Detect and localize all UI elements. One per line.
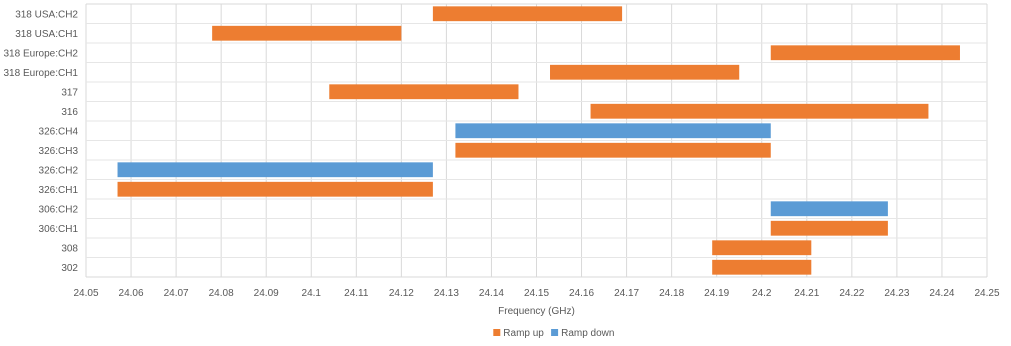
bar-ramp-down [770,201,888,217]
y-category-label: 326:CH4 [39,126,79,137]
x-tick-label: 24.1 [302,288,322,299]
x-tick-label: 24.18 [659,288,684,299]
x-tick-label: 24.25 [974,288,999,299]
x-tick-label: 24.2 [752,288,772,299]
x-tick-label: 24.12 [389,288,414,299]
legend: Ramp up Ramp down [493,328,614,339]
x-tick-label: 24.07 [164,288,189,299]
bar-ramp-up [329,84,519,100]
bar-ramp-up [770,45,960,61]
bar-ramp-up [590,103,929,119]
grid-lines [85,3,988,278]
y-category-label: 318 Europe:CH1 [4,68,79,79]
x-tick-label: 24.15 [524,288,549,299]
bar-ramp-up [770,220,888,236]
bar-ramp-up [712,259,812,275]
bar-ramp-down [455,123,771,139]
y-category-label: 318 Europe:CH2 [4,48,79,59]
x-tick-label: 24.05 [73,288,98,299]
x-tick-label: 24.21 [794,288,819,299]
x-tick-label: 24.17 [614,288,639,299]
bar-ramp-up [455,142,771,158]
x-tick-label: 24.09 [254,288,279,299]
x-tick-label: 24.14 [479,288,504,299]
bar-ramp-up [550,64,740,80]
y-category-label: 306:CH1 [39,224,79,235]
bar-ramp-up [712,240,812,256]
x-tick-label: 24.08 [209,288,234,299]
y-category-label: 326:CH3 [39,146,79,157]
x-tick-label: 24.23 [884,288,909,299]
y-category-label: 317 [61,87,78,98]
y-category-label: 326:CH2 [39,165,79,176]
y-category-label: 302 [61,263,78,274]
bars [117,6,960,275]
legend-swatch-ramp-up [493,329,501,336]
x-tick-labels: 24.05 24.06 24.07 24.08 24.09 24.1 24.11 24.12 2… [73,288,999,299]
legend-label: Ramp up [503,328,544,339]
y-category-label: 308 [61,243,78,254]
x-tick-label: 24.19 [704,288,729,299]
y-category-labels: 318 USA:CH2 318 USA:CH1 318 Europe:CH2 318 … [4,9,79,274]
y-category-label: 318 USA:CH2 [15,9,78,20]
bar-ramp-up [117,181,433,197]
y-category-label: 326:CH1 [39,185,79,196]
x-tick-label: 24.06 [119,288,144,299]
x-tick-label: 24.22 [839,288,864,299]
y-category-label: 318 USA:CH1 [15,29,78,40]
legend-label: Ramp down [561,328,614,339]
legend-swatch-ramp-down [551,329,559,336]
x-tick-label: 24.24 [929,288,954,299]
bar-ramp-down [117,162,433,178]
bar-ramp-up [212,25,402,41]
x-axis-title: Frequency (GHz) [498,306,575,317]
y-category-label: 316 [61,107,78,118]
y-category-label: 306:CH2 [39,204,79,215]
x-tick-label: 24.11 [344,288,369,299]
bar-ramp-up [432,6,623,22]
x-tick-label: 24.13 [434,288,459,299]
x-tick-label: 24.16 [569,288,594,299]
